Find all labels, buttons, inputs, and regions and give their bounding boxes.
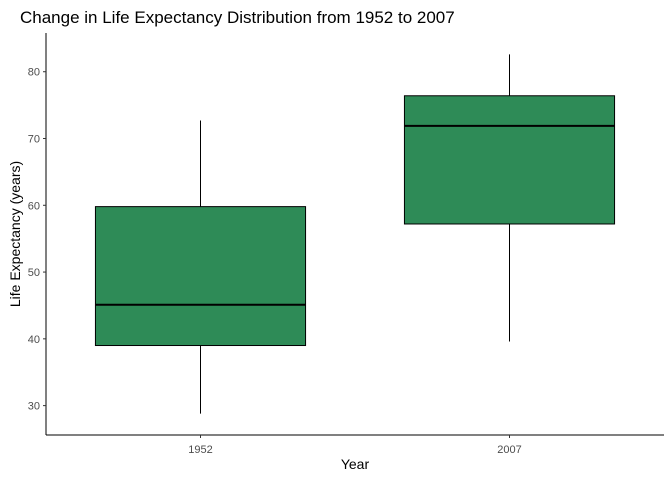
y-axis-ticks: 30 40 50 60 70 80	[28, 67, 46, 413]
chart-title: Change in Life Expectancy Distribution f…	[20, 8, 455, 27]
y-tick-label: 40	[28, 334, 40, 346]
x-axis-ticks: 1952 2007	[188, 435, 522, 456]
x-tick-label: 2007	[497, 444, 521, 456]
plot-area	[94, 54, 616, 414]
y-tick-label: 60	[28, 200, 40, 212]
box-group-1952	[94, 120, 307, 414]
box-1952	[94, 206, 307, 347]
y-tick-label: 50	[28, 267, 40, 279]
y-tick-label: 80	[28, 67, 40, 79]
y-tick-label: 30	[28, 401, 40, 413]
x-axis-title: Year	[341, 456, 370, 472]
box-2007	[403, 95, 616, 225]
x-tick-label: 1952	[188, 444, 212, 456]
y-tick-label: 70	[28, 134, 40, 146]
box-group-2007	[403, 54, 616, 342]
y-axis-title: Life Expectancy (years)	[7, 161, 23, 307]
